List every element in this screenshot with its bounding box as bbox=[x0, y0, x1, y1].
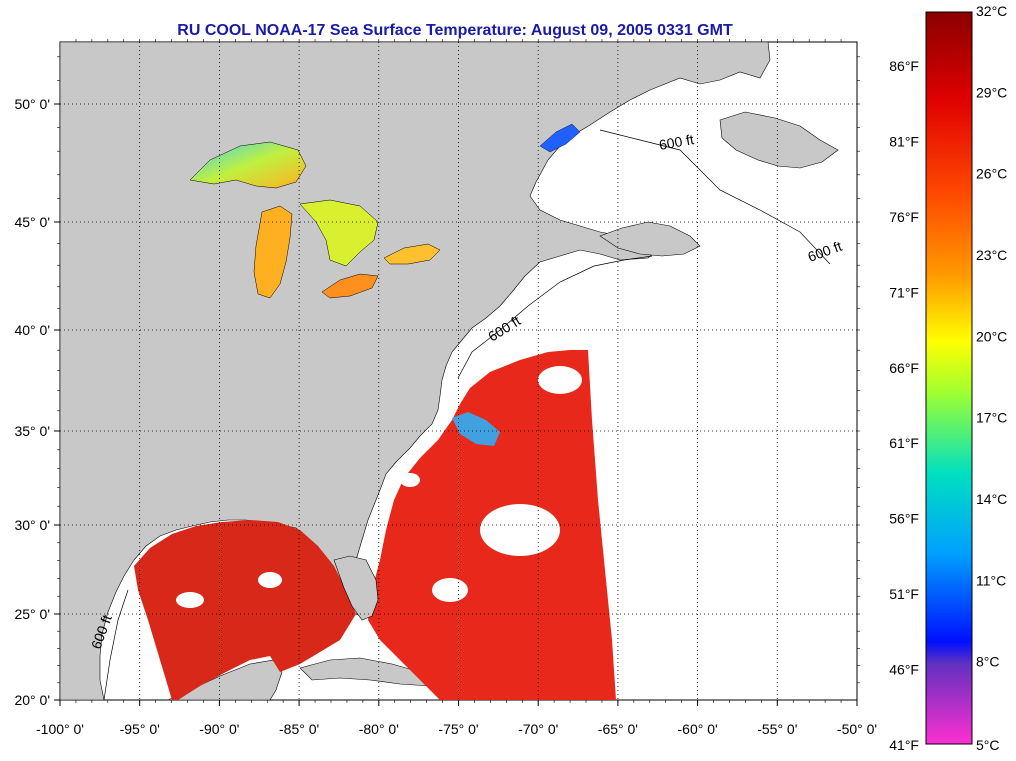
colorbar bbox=[925, 11, 973, 745]
lat-tick-label: 25° 0' bbox=[14, 606, 50, 622]
lake-huron bbox=[299, 199, 379, 267]
lon-tick-label: -60° 0' bbox=[678, 721, 718, 737]
colorbar-celsius-labels: 32°C 29°C 26°C 23°C 20°C 17°C 14°C 11°C 8°C 5°C bbox=[976, 3, 1007, 753]
colorbar-fahrenheit-label: 86°F bbox=[889, 58, 919, 74]
colorbar-fahrenheit-label: 76°F bbox=[889, 209, 919, 225]
cloud-gap bbox=[400, 473, 420, 487]
lake-superior bbox=[189, 141, 307, 189]
lat-tick-label: 40° 0' bbox=[14, 322, 50, 338]
colorbar-fahrenheit-label: 61°F bbox=[889, 435, 919, 451]
lon-tick-label: -80° 0' bbox=[359, 721, 399, 737]
colorbar-fahrenheit-label: 66°F bbox=[889, 360, 919, 376]
lon-tick-label: -85° 0' bbox=[279, 721, 319, 737]
cloud-gap bbox=[176, 592, 204, 608]
lon-tick-label: -70° 0' bbox=[518, 721, 558, 737]
sst-gulf bbox=[134, 520, 356, 700]
colorbar-celsius-label: 26°C bbox=[976, 166, 1007, 182]
lat-tick-label: 35° 0' bbox=[14, 423, 50, 439]
cloud-gap bbox=[432, 578, 468, 602]
colorbar-fahrenheit-label: 71°F bbox=[889, 284, 919, 300]
lon-tick-label: -75° 0' bbox=[438, 721, 478, 737]
colorbar-celsius-label: 29°C bbox=[976, 84, 1007, 100]
cloud-gap bbox=[538, 366, 582, 394]
land-north-america bbox=[60, 42, 771, 700]
cloud-gap bbox=[258, 572, 282, 588]
longitude-axis: -100° 0' -95° 0' -90° 0' -85° 0' -80° 0' -75°… bbox=[36, 39, 877, 737]
colorbar-fahrenheit-label: 81°F bbox=[889, 133, 919, 149]
latitude-axis: 20° 0' 25° 0' 30° 0' 35° 0' 40° 0' 45° 0' 50° … bbox=[14, 56, 860, 708]
colorbar-celsius-label: 8°C bbox=[976, 654, 1000, 670]
st-lawrence-cold bbox=[539, 123, 581, 153]
land-florida bbox=[333, 555, 379, 621]
colorbar-celsius-label: 5°C bbox=[976, 737, 1000, 753]
bathymetry-contour bbox=[103, 129, 831, 700]
map-title: RU COOL NOAA-17 Sea Surface Temperature:… bbox=[177, 22, 733, 39]
lake-michigan bbox=[253, 205, 293, 299]
cloud-gap bbox=[480, 504, 560, 556]
colorbar-fahrenheit-label: 41°F bbox=[889, 737, 919, 753]
colorbar-celsius-label: 17°C bbox=[976, 410, 1007, 426]
lake-ontario bbox=[383, 243, 441, 265]
land-nova-scotia bbox=[599, 221, 701, 257]
lake-erie bbox=[321, 273, 379, 299]
lat-tick-label: 50° 0' bbox=[14, 96, 50, 112]
map-grid bbox=[60, 42, 857, 700]
lon-tick-label: -55° 0' bbox=[757, 721, 797, 737]
lon-tick-label: -90° 0' bbox=[199, 721, 239, 737]
colorbar-celsius-label: 14°C bbox=[976, 491, 1007, 507]
colorbar-celsius-label: 23°C bbox=[976, 247, 1007, 263]
lat-tick-label: 20° 0' bbox=[14, 692, 50, 708]
colorbar-fahrenheit-labels: 86°F 81°F 76°F 71°F 66°F 61°F 56°F 51°F 46°F 41°F bbox=[889, 58, 919, 753]
sst-cool-patch bbox=[452, 412, 500, 446]
colorbar-celsius-label: 11°C bbox=[976, 572, 1006, 588]
lon-tick-label: -50° 0' bbox=[837, 721, 877, 737]
colorbar-celsius-label: 20°C bbox=[976, 328, 1007, 344]
lon-tick-label: -100° 0' bbox=[36, 721, 84, 737]
colorbar-fahrenheit-label: 56°F bbox=[889, 511, 919, 527]
lon-tick-label: -95° 0' bbox=[120, 721, 160, 737]
land-newfoundland bbox=[719, 111, 839, 169]
lat-tick-label: 30° 0' bbox=[14, 517, 50, 533]
lon-tick-label: -65° 0' bbox=[598, 721, 638, 737]
colorbar-celsius-label: 32°C bbox=[976, 3, 1007, 19]
colorbar-fahrenheit-label: 51°F bbox=[889, 586, 919, 602]
colorbar-fahrenheit-label: 46°F bbox=[889, 662, 919, 678]
lat-tick-label: 45° 0' bbox=[14, 214, 50, 230]
contour-label: 600 ft bbox=[658, 131, 695, 153]
